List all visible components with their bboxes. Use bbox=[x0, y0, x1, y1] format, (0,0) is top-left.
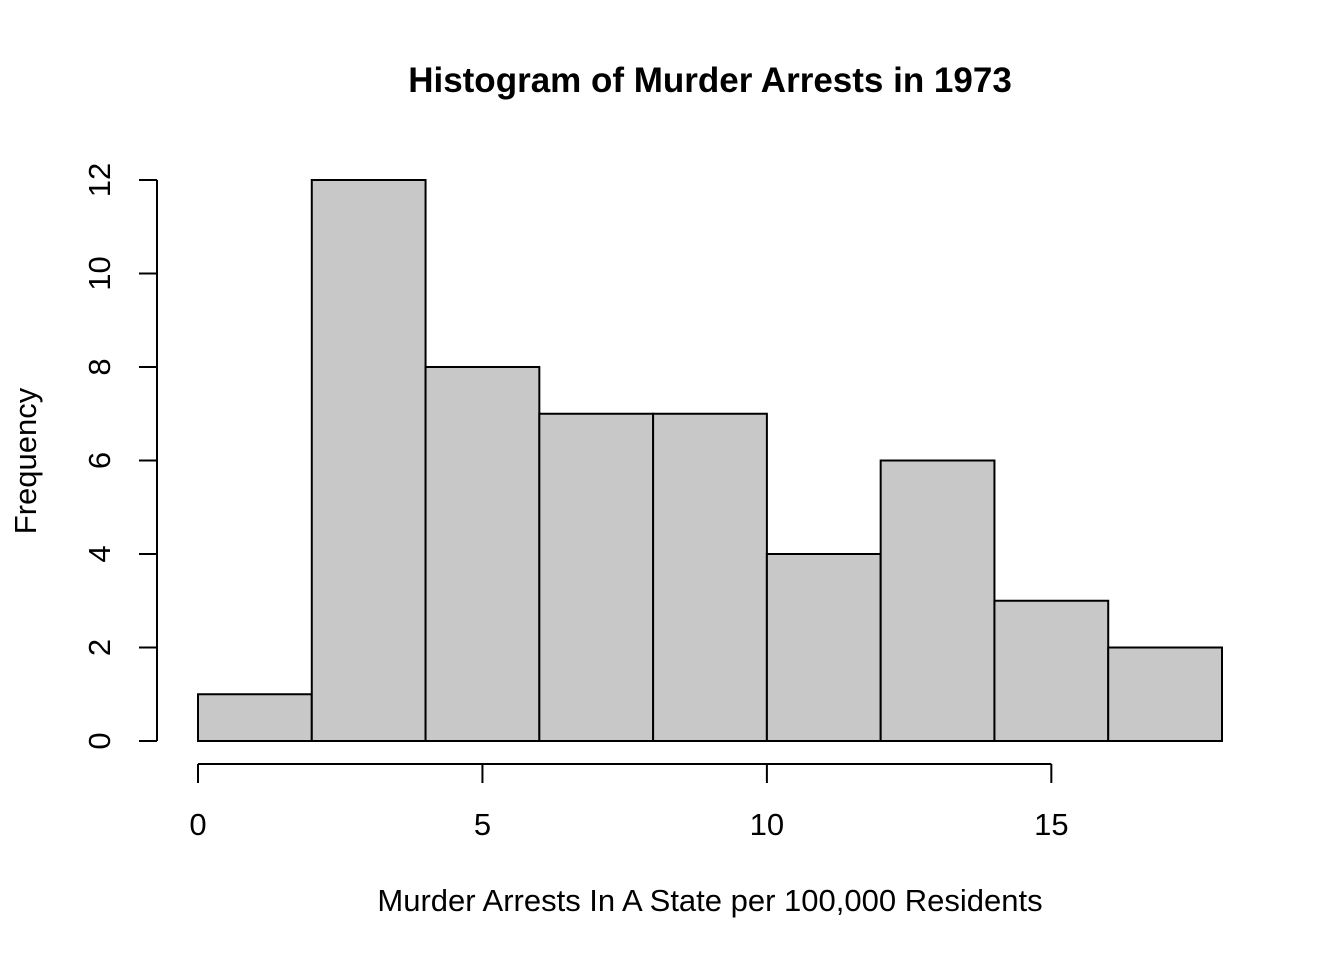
x-axis: 0 5 10 15 bbox=[189, 763, 1069, 842]
y-axis-label: Frequency bbox=[8, 387, 43, 534]
histogram-bar-6 bbox=[879, 459, 996, 742]
bars-group bbox=[197, 179, 1223, 742]
y-tick-label-0: 0 bbox=[82, 732, 117, 749]
x-axis-label: Murder Arrests In A State per 100,000 Re… bbox=[377, 883, 1042, 918]
histogram-bar-4 bbox=[652, 412, 768, 742]
histogram-bar-0 bbox=[197, 693, 313, 742]
y-tick-label-1: 2 bbox=[82, 639, 117, 656]
y-tick-label-5: 10 bbox=[82, 256, 117, 290]
histogram-bar-2 bbox=[424, 366, 541, 742]
histogram-bar-1 bbox=[310, 179, 427, 742]
y-tick-label-2: 4 bbox=[82, 545, 117, 562]
histogram-bar-7 bbox=[993, 599, 1110, 742]
histogram-bar-5 bbox=[765, 553, 882, 742]
x-tick-label-1: 5 bbox=[474, 807, 491, 842]
x-tick-label-3: 15 bbox=[1034, 807, 1068, 842]
x-tick-label-2: 10 bbox=[750, 807, 784, 842]
y-tick-label-4: 8 bbox=[82, 358, 117, 375]
histogram-bar-3 bbox=[538, 412, 655, 742]
chart-title: Histogram of Murder Arrests in 1973 bbox=[408, 61, 1012, 100]
histogram-bar-8 bbox=[1107, 646, 1223, 742]
y-axis: 0 2 4 6 8 10 12 bbox=[82, 163, 158, 750]
x-tick-label-0: 0 bbox=[189, 807, 206, 842]
y-tick-label-6: 12 bbox=[82, 163, 117, 197]
y-tick-label-3: 6 bbox=[82, 452, 117, 469]
